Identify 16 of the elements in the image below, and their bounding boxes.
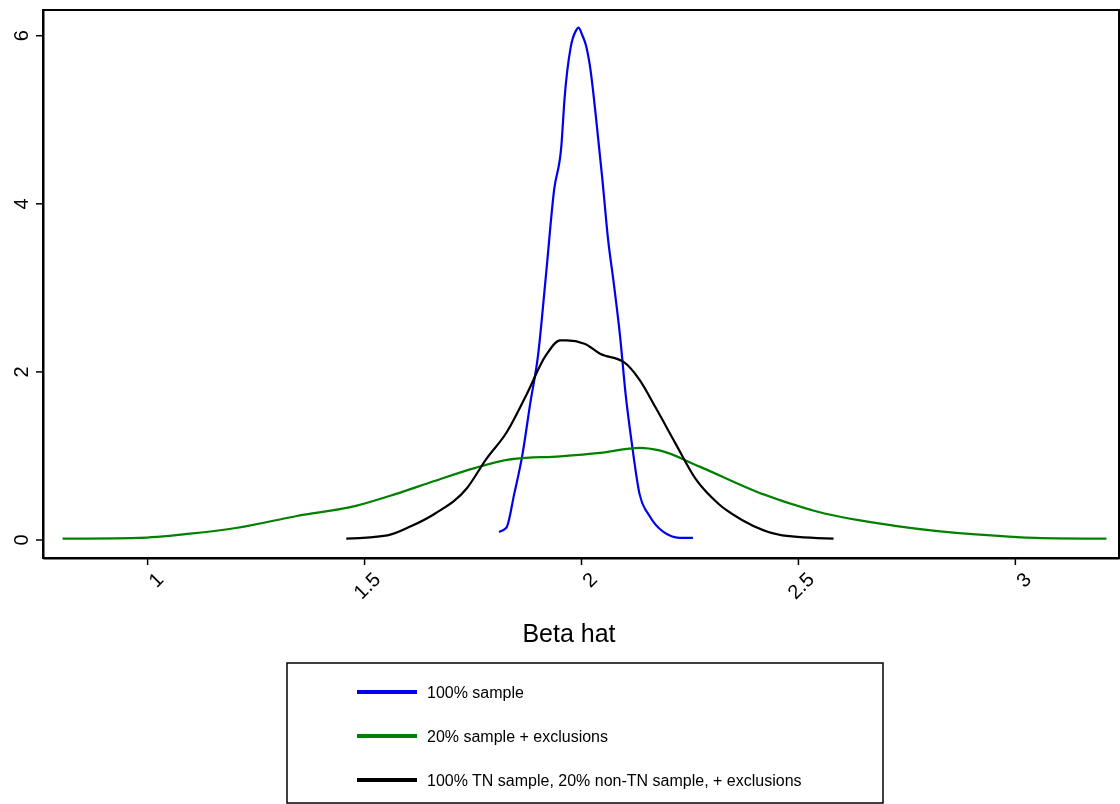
y-tick-label: 2	[10, 366, 32, 378]
x-tick-label: 1	[144, 567, 168, 592]
line-series	[497, 26, 695, 539]
x-axis-title: Beta hat	[522, 619, 616, 647]
x-tick-label: 2	[577, 567, 602, 592]
legend-label: 100% sample	[427, 683, 525, 701]
x-tick-label: 3	[1011, 567, 1036, 592]
legend-label: 100% TN sample, 20% non-TN sample, + exclusions	[427, 771, 802, 789]
line-series	[345, 339, 835, 540]
x-tick-label: 2.5	[783, 567, 819, 604]
y-tick-label: 0	[10, 534, 32, 546]
legend-label: 20% sample + exclusions	[427, 727, 608, 745]
y-tick-label: 6	[10, 30, 32, 42]
y-tick-label: 4	[10, 198, 32, 210]
x-tick-label: 1.5	[349, 567, 385, 604]
line-series	[61, 446, 1108, 540]
